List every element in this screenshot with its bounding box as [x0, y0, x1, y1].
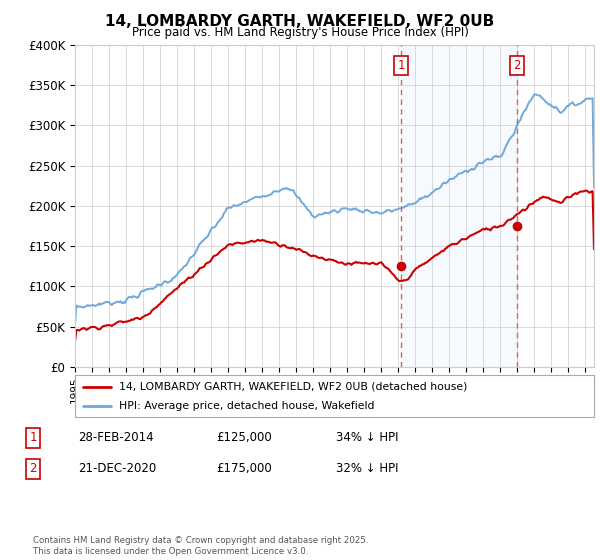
Bar	[401, 45, 517, 367]
Text: 14, LOMBARDY GARTH, WAKEFIELD, WF2 0UB: 14, LOMBARDY GARTH, WAKEFIELD, WF2 0UB	[106, 14, 494, 29]
Text: 1: 1	[397, 59, 405, 72]
Text: HPI: Average price, detached house, Wakefield: HPI: Average price, detached house, Wake…	[119, 401, 374, 411]
Text: 2: 2	[513, 59, 521, 72]
Text: 21-DEC-2020: 21-DEC-2020	[78, 462, 156, 475]
Text: 1: 1	[29, 431, 37, 445]
Text: 34% ↓ HPI: 34% ↓ HPI	[336, 431, 398, 445]
Text: 32% ↓ HPI: 32% ↓ HPI	[336, 462, 398, 475]
Text: 14, LOMBARDY GARTH, WAKEFIELD, WF2 0UB (detached house): 14, LOMBARDY GARTH, WAKEFIELD, WF2 0UB (…	[119, 381, 467, 391]
Text: Price paid vs. HM Land Registry's House Price Index (HPI): Price paid vs. HM Land Registry's House …	[131, 26, 469, 39]
Text: 28-FEB-2014: 28-FEB-2014	[78, 431, 154, 445]
Text: Contains HM Land Registry data © Crown copyright and database right 2025.
This d: Contains HM Land Registry data © Crown c…	[33, 536, 368, 556]
Text: 2: 2	[29, 462, 37, 475]
Text: £125,000: £125,000	[216, 431, 272, 445]
Text: £175,000: £175,000	[216, 462, 272, 475]
